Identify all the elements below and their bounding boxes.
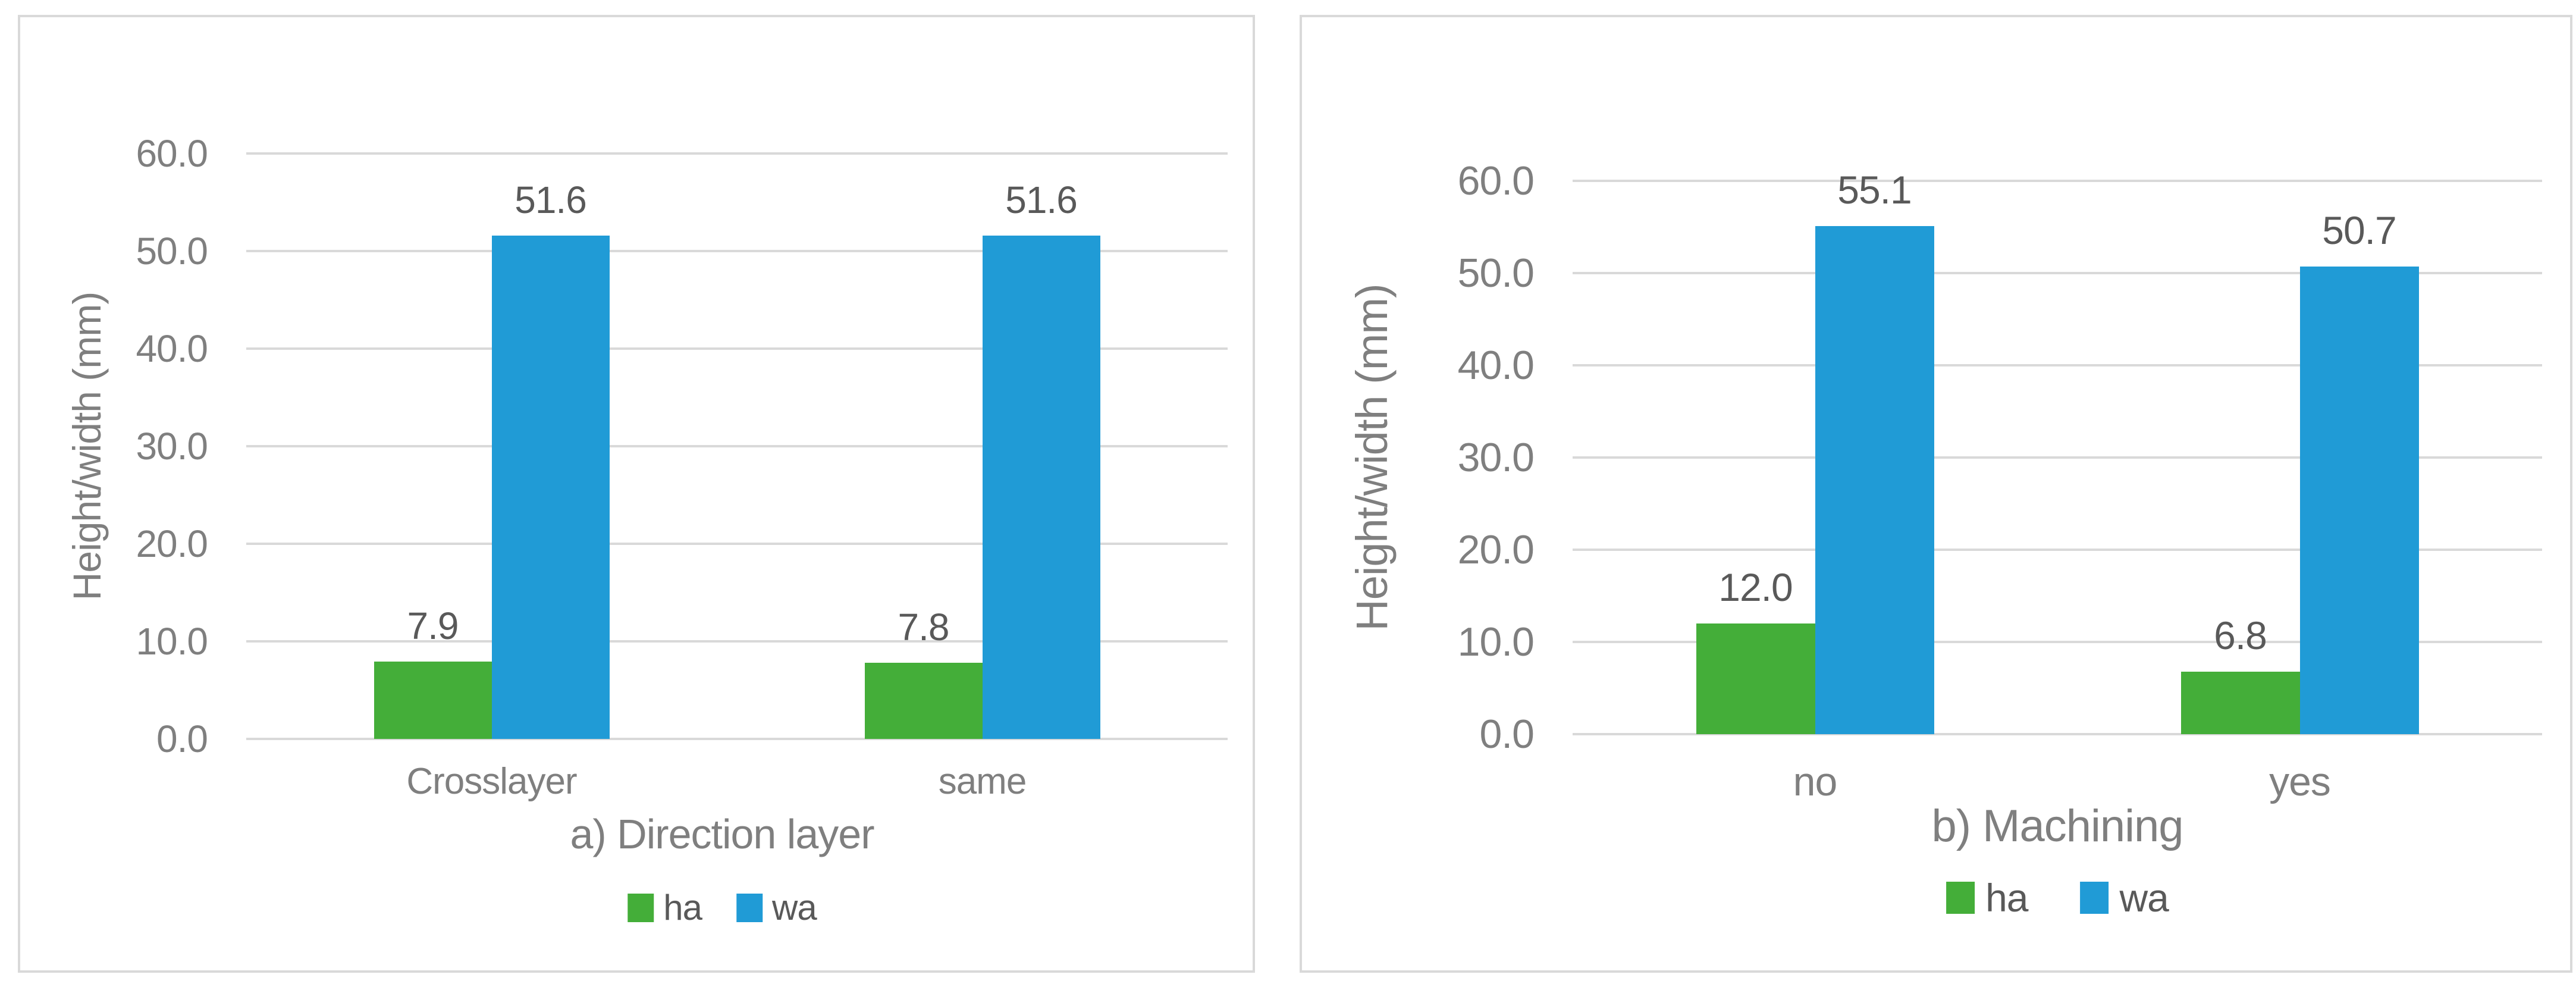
legend: ha wa	[1946, 878, 2169, 917]
y-tick-label: 40.0	[1457, 343, 1535, 388]
data-label: 7.8	[898, 606, 950, 649]
y-tick-label: 10.0	[1457, 619, 1535, 665]
data-label: 55.1	[1837, 167, 1912, 212]
bar-wa	[1815, 225, 1934, 734]
y-tick-label: 0.0	[1479, 712, 1535, 757]
y-tick-label: 30.0	[136, 425, 208, 468]
gridline	[1573, 272, 2542, 274]
chart-panel-a: Height/width (mm) 0.0 10.0 20.0 30.0 40.0 50.…	[18, 15, 1255, 973]
legend: ha wa	[627, 890, 817, 926]
gridline	[246, 347, 1228, 350]
data-label: 6.8	[2214, 613, 2267, 657]
gridline	[246, 640, 1228, 643]
x-axis-title: a) Direction layer	[570, 811, 874, 857]
gridline	[1573, 641, 2542, 643]
legend-label-wa: wa	[772, 888, 817, 928]
y-tick-label: 60.0	[1457, 158, 1535, 203]
gridline	[246, 152, 1228, 155]
bar-ha	[864, 663, 983, 739]
gridline	[1573, 456, 2542, 459]
y-tick-label: 0.0	[156, 717, 208, 760]
y-tick-label: 40.0	[136, 327, 208, 370]
y-tick-label: 30.0	[1457, 435, 1535, 480]
bar-ha	[2180, 671, 2300, 734]
gridline	[1573, 180, 2542, 182]
bar-wa	[982, 235, 1100, 739]
data-label: 51.6	[1005, 178, 1078, 221]
data-label: 7.9	[407, 604, 459, 648]
legend-item-ha: ha	[1946, 876, 2029, 920]
gridline	[1573, 549, 2542, 551]
legend-item-ha: ha	[627, 890, 702, 926]
bar-wa	[491, 235, 610, 739]
legend-label-wa: wa	[2119, 876, 2169, 920]
data-label: 51.6	[514, 178, 587, 221]
y-tick-label: 20.0	[1457, 527, 1535, 572]
bar-ha	[374, 662, 492, 739]
legend-swatch-wa	[736, 894, 763, 922]
chart-panel-b: Height/width (mm) 0.0 10.0 20.0 30.0 40.0 50.…	[1300, 15, 2572, 973]
gridline	[246, 250, 1228, 252]
bar-wa	[2299, 267, 2419, 734]
gridline	[246, 445, 1228, 447]
y-tick-label: 20.0	[136, 522, 208, 565]
legend-swatch-ha	[627, 894, 654, 922]
data-label: 12.0	[1718, 565, 1793, 609]
y-tick-label: 60.0	[136, 132, 208, 175]
y-tick-label: 50.0	[1457, 250, 1535, 296]
legend-item-wa: wa	[736, 890, 817, 926]
bar-ha	[1696, 623, 1815, 734]
category-label: Crosslayer	[406, 761, 577, 802]
gridline	[1573, 364, 2542, 366]
gridline	[246, 543, 1228, 545]
y-tick-label: 10.0	[136, 620, 208, 663]
legend-label-ha: ha	[663, 888, 702, 928]
legend-swatch-wa	[2080, 882, 2109, 914]
gridline	[246, 738, 1228, 740]
legend-item-wa: wa	[2080, 876, 2169, 920]
data-label: 50.7	[2322, 208, 2396, 253]
category-label: no	[1793, 759, 1838, 804]
x-axis-title: b) Machining	[1931, 801, 2183, 851]
legend-swatch-ha	[1946, 882, 1975, 914]
category-label: yes	[2269, 759, 2331, 804]
gridline	[1573, 733, 2542, 735]
legend-label-ha: ha	[1985, 876, 2028, 920]
category-label: same	[938, 761, 1027, 802]
y-tick-label: 50.0	[136, 230, 208, 272]
